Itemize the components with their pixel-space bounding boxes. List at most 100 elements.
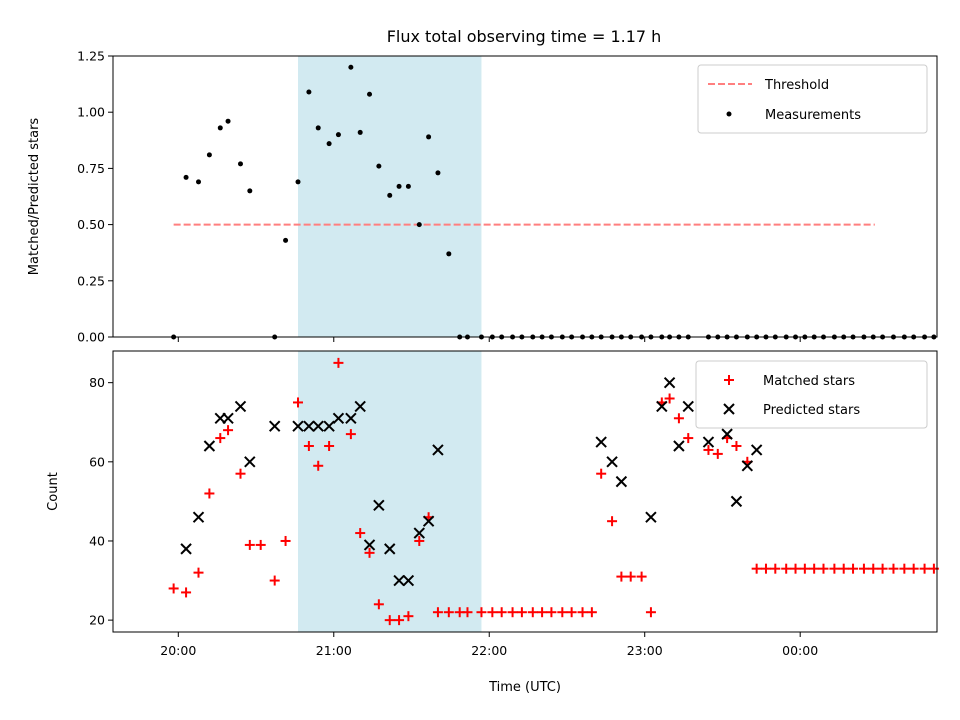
predicted-star-point: [673, 440, 685, 452]
matched-star-point: [858, 563, 869, 574]
predicted-star-point: [741, 460, 754, 472]
matched-star-point: [181, 587, 192, 598]
matched-star-point: [607, 516, 618, 527]
matched-star-point: [384, 615, 395, 626]
matched-star-point: [364, 547, 375, 558]
matched-star-point: [313, 460, 324, 471]
measurement-point: [426, 134, 432, 140]
measurement-point: [225, 118, 231, 124]
matched-star-point: [664, 393, 675, 404]
predicted-star-point: [234, 400, 247, 413]
bottom-y-tick-label: 60: [89, 454, 105, 469]
matched-star-point: [888, 563, 899, 574]
bottom-y-tick-label: 40: [89, 533, 105, 548]
matched-star-point: [770, 563, 781, 574]
top-legend: Threshold Measurements: [697, 64, 928, 134]
predicted-star-point: [422, 515, 435, 527]
predicted-star-point: [402, 574, 415, 587]
matched-star-point: [673, 413, 684, 424]
top-y-axis-label: Matched/Predicted stars: [27, 118, 42, 276]
matched-star-point: [432, 607, 443, 618]
matched-star-point: [476, 607, 487, 618]
bottom-y-tick-label: 80: [89, 375, 105, 390]
matched-star-point: [751, 563, 762, 574]
top-marks-layer: [171, 64, 937, 340]
matched-star-point: [899, 563, 910, 574]
matched-star-point: [790, 563, 801, 574]
predicted-star-point: [332, 412, 345, 424]
predicted-star-point: [393, 574, 405, 587]
measurement-point: [196, 179, 202, 185]
x-axis-label: Time (UTC): [488, 680, 561, 695]
measurement-point: [306, 89, 312, 95]
measurement-point: [326, 141, 332, 147]
predicted-star-point: [606, 456, 618, 468]
matched-star-point: [586, 607, 597, 618]
measurement-point: [357, 129, 363, 135]
top-legend-box: [697, 64, 928, 134]
bottom-axes-frame: [112, 350, 938, 633]
predicted-star-point: [656, 400, 668, 413]
measurement-point: [283, 237, 289, 243]
predicted-star-point: [663, 376, 676, 389]
measurement-point: [446, 251, 452, 257]
matched-star-point: [799, 563, 810, 574]
measurement-point: [376, 163, 382, 169]
matched-star-point: [731, 440, 742, 451]
predicted-star-point: [363, 539, 376, 551]
predicted-star-point: [312, 420, 324, 432]
matched-star-point: [516, 607, 527, 618]
bottom-legend: Matched stars Predicted stars: [695, 360, 928, 429]
matched-star-point: [414, 535, 425, 546]
predicted-star-point: [222, 412, 234, 424]
matched-star-point: [645, 607, 656, 618]
matched-star-point: [373, 599, 384, 610]
measurement-point: [217, 125, 223, 131]
measurement-point: [348, 64, 354, 70]
matched-star-point: [204, 488, 215, 499]
matched-star-point: [566, 607, 577, 618]
predicted-star-point: [180, 543, 192, 555]
measurement-point: [295, 179, 301, 185]
bottom-y-axis-label: Count: [46, 472, 61, 511]
matched-star-point: [280, 535, 291, 546]
matched-star-point: [303, 440, 314, 451]
predicted-star-point: [645, 511, 657, 523]
measurement-point: [206, 152, 212, 158]
matched-star-point: [781, 563, 792, 574]
measurement-point: [387, 192, 393, 198]
matched-star-point: [235, 468, 246, 479]
top-y-tick-label: 0.50: [77, 217, 105, 232]
x-tick-label: 20:00: [160, 643, 196, 658]
matched-star-point: [293, 397, 304, 408]
matched-star-point: [403, 611, 414, 622]
matched-star-point: [636, 571, 647, 582]
predicted-star-point: [682, 400, 694, 413]
matched-star-point: [527, 607, 538, 618]
matched-star-point: [193, 567, 204, 578]
predicted-star-point: [384, 543, 396, 555]
x-tick-label: 22:00: [471, 643, 507, 658]
top-panel: 0.00 0.25 0.50 0.75 1.00 1.25 Matched/Predict…: [27, 49, 938, 345]
matched-star-point: [596, 468, 607, 479]
matched-star-point: [215, 433, 226, 444]
matched-star-point: [487, 607, 498, 618]
top-axes-frame: [112, 55, 938, 338]
predicted-star-point: [244, 456, 256, 468]
legend-threshold-label: Threshold: [764, 78, 829, 93]
matched-star-point: [546, 607, 557, 618]
measurement-point: [405, 183, 411, 189]
predicted-star-point: [730, 495, 743, 508]
x-tick-label: 23:00: [627, 643, 663, 658]
predicted-star-point: [345, 412, 357, 424]
top-y-tick-label: 1.25: [77, 49, 105, 64]
measurement-point: [237, 161, 243, 167]
predicted-star-point: [303, 420, 315, 432]
predicted-star-point: [702, 436, 715, 448]
matched-star-point: [868, 563, 879, 574]
bottom-y-tick-label: 20: [89, 613, 105, 628]
matched-star-point: [269, 575, 280, 586]
matched-star-point: [712, 448, 723, 459]
legend-measurements-label: Measurements: [765, 108, 861, 123]
